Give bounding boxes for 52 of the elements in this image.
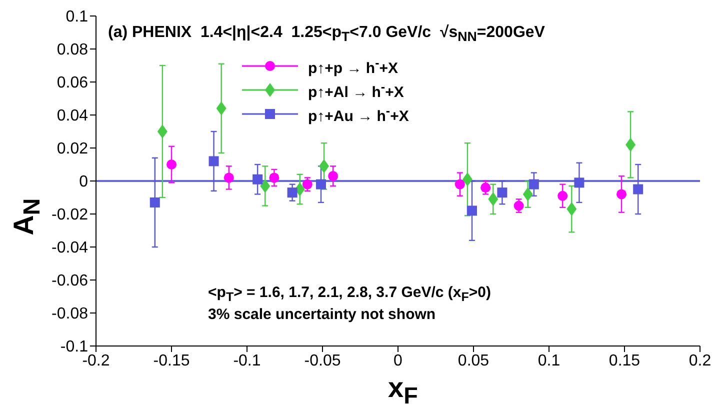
x-tick-label: 0.05	[458, 352, 490, 370]
point	[302, 179, 312, 190]
legend-label: p↑+Au → h$^{-}$+X	[308, 104, 409, 124]
point	[497, 188, 508, 198]
x-tick-label: -0.15	[153, 352, 190, 370]
y-tick-label: 0.02	[56, 140, 88, 158]
x-tick-label: 0.15	[608, 352, 640, 370]
point	[166, 160, 176, 170]
y-tick-label: 0	[79, 174, 88, 191]
point	[616, 189, 626, 200]
point	[454, 179, 465, 190]
annotation: <p$_{T}$> = 1.6, 1.7, 2.1, 2.8, 3.7 GeV/c (x$_{F}$>0)	[208, 284, 491, 304]
point	[626, 138, 636, 152]
point	[319, 159, 330, 174]
point	[466, 206, 477, 216]
legend-label: p↑+Al → h$^{-}$+X	[308, 80, 404, 100]
x-tick-label: 0.1	[538, 352, 560, 370]
y-tick-label: -0.04	[52, 240, 88, 257]
point	[566, 202, 577, 216]
point	[260, 178, 270, 193]
point	[208, 156, 219, 166]
legend-label: p↑+p → h$^{-}$+X	[308, 56, 398, 76]
point	[287, 188, 298, 198]
point	[252, 174, 263, 184]
y-tick-label: 0.06	[56, 74, 88, 92]
y-tick-label: -0.08	[52, 306, 88, 323]
point	[269, 172, 280, 183]
x-tick-label: -0.1	[233, 352, 261, 370]
point	[150, 197, 160, 208]
point	[633, 184, 644, 194]
point	[216, 101, 226, 116]
point	[157, 124, 168, 138]
point	[462, 172, 472, 186]
y-tick-label: -0.06	[52, 272, 88, 290]
point	[480, 182, 491, 193]
y-tick-label: -0.02	[52, 206, 88, 224]
point	[574, 178, 584, 188]
x-axis-title: x$_{F}$	[388, 372, 418, 410]
point	[522, 187, 533, 202]
point	[558, 190, 568, 201]
y-tick-label: 0.08	[56, 42, 88, 59]
point	[488, 192, 498, 206]
point	[528, 179, 539, 190]
x-tick-label: 0	[394, 352, 403, 370]
y-tick-label: 0.04	[56, 108, 88, 125]
point	[224, 172, 234, 183]
x-tick-label: -0.05	[304, 352, 341, 370]
y-tick-label: 0.1	[66, 8, 88, 26]
text: (a) PHENIX 1.4<|η|<2.4 1.25<p$_{T}$<7.0 GeV/c √s$_{NN}$=200GeV	[108, 24, 545, 44]
point	[328, 171, 338, 182]
annotation: 3% scale uncertainty not shown	[208, 306, 436, 323]
x-tick-label: 0.2	[688, 352, 712, 370]
